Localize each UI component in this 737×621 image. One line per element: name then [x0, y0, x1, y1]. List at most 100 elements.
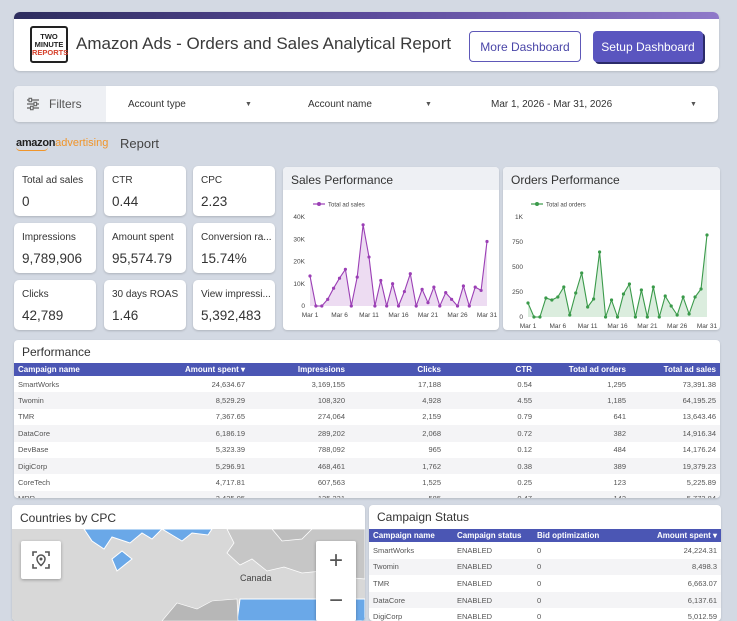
data-point [355, 275, 359, 279]
column-header[interactable]: Bid optimization [533, 529, 623, 542]
table-cell: 389 [536, 457, 630, 475]
table-cell: 125,231 [249, 490, 349, 498]
table-row[interactable]: SmartWorks 24,634.67 3,169,155 17,188 0.54 1,… [14, 376, 720, 392]
chart-title: Sales Performance [291, 173, 394, 187]
data-point [467, 304, 471, 308]
table-cell: 5,296.91 [134, 457, 249, 475]
table-row[interactable]: CoreTech 4,717.81 607,563 1,525 0.25 123 5,225… [14, 474, 720, 490]
table-cell: DataCore [14, 425, 134, 442]
table-cell: 585 [349, 490, 445, 498]
table-row[interactable]: SmartWorks ENABLED 0 24,224.31 [369, 542, 721, 559]
table-cell: 484 [613, 445, 626, 455]
table-cell: 6,137.61 [623, 591, 721, 609]
zoom-in-button[interactable]: + [328, 547, 343, 574]
table-cell: 0 [537, 578, 542, 588]
zoom-controls: + − [316, 541, 356, 621]
table-cell: 607,563 [317, 478, 345, 488]
data-point [432, 285, 436, 289]
section-title: Countries by CPC [20, 511, 117, 525]
table-cell: 641 [613, 412, 626, 422]
table-cell: 0.72 [445, 425, 536, 442]
table-cell: 7,367.65 [215, 412, 245, 422]
table-cell: 0.25 [517, 478, 532, 488]
table-row[interactable]: TMR ENABLED 0 6,663.07 [369, 575, 721, 592]
data-point [603, 315, 608, 319]
account-type-label: Account type [128, 98, 186, 110]
orders-line-chart: Total ad orders 1K 750 500 250 0 Mar 1 Mar 6 Mar… [512, 202, 717, 330]
countries-map[interactable]: Canada + − [12, 529, 365, 621]
filters-toggle[interactable]: Filters [14, 86, 106, 122]
data-point [681, 295, 685, 299]
setup-dashboard-button[interactable]: Setup Dashboard [593, 31, 703, 62]
report-header: TWO MINUTE REPORTS Amazon Ads - Orders a… [14, 12, 719, 71]
date-range-dropdown[interactable]: Mar 1, 2026 - Mar 31, 2026 ▼ [491, 86, 697, 122]
legend-marker [535, 202, 539, 206]
chevron-down-icon: ▼ [425, 100, 432, 108]
account-type-dropdown[interactable]: Account type ▼ [128, 86, 252, 122]
kpi-amount-spent: Amount spent 95,574.79 [104, 223, 186, 273]
more-dashboard-button[interactable]: More Dashboard [469, 31, 581, 62]
data-point [580, 271, 584, 275]
column-header[interactable]: CTR [445, 363, 536, 376]
x-tick-label: Mar 6 [550, 323, 567, 330]
account-name-label: Account name [308, 98, 372, 110]
x-tick-label: Mar 1 [520, 323, 537, 330]
table-cell: 788,092 [317, 445, 345, 455]
map-label: Canada [240, 573, 272, 583]
x-tick-label: Mar 16 [388, 312, 409, 319]
table-row[interactable]: Twomin 8,529.29 108,320 4,928 4.55 1,185 64,19… [14, 392, 720, 409]
table-cell: 2,068 [349, 425, 445, 442]
data-point [391, 282, 395, 286]
table-cell: 382 [536, 425, 630, 442]
amazon-advertising-logo: amazonadvertising [16, 137, 109, 149]
x-tick-label: Mar 11 [578, 323, 598, 330]
column-header[interactable]: Campaign name [369, 529, 453, 542]
column-header[interactable]: Campaign name [14, 363, 134, 376]
column-header[interactable]: Total ad orders [536, 363, 630, 376]
column-header[interactable]: Amount spent ▾ [134, 363, 249, 376]
table-cell: 965 [428, 445, 441, 455]
account-name-dropdown[interactable]: Account name ▼ [308, 86, 432, 122]
table-row[interactable]: MRR3,425.05125,2315850.471425,773.84 [14, 490, 720, 498]
kpi-30-days-roas: 30 days ROAS 1.46 [104, 280, 186, 330]
table-cell: DevBase [18, 445, 49, 455]
table-cell: SmartWorks [373, 545, 415, 555]
table-cell: 24,224.31 [683, 545, 717, 555]
legend-label: Total ad orders [546, 203, 586, 209]
section-title: Performance [22, 345, 91, 359]
filter-bar: Filters Account type ▼ Account name ▼ Ma… [14, 86, 718, 122]
table-cell: ENABLED [457, 545, 493, 555]
data-point [385, 304, 389, 308]
table-row[interactable]: DigiCorp ENABLED 0 5,012.59 [369, 608, 721, 621]
table-cell: 468,461 [249, 457, 349, 475]
zoom-out-button[interactable]: − [328, 587, 343, 614]
data-point [461, 284, 465, 288]
kpi-impressions: Impressions 9,789,906 [14, 223, 96, 273]
table-row[interactable]: DataCore ENABLED 0 6,137.61 [369, 591, 721, 609]
data-point [669, 304, 673, 308]
table-row[interactable]: DigiCorp 5,296.91 468,461 1,762 0.38 389 19,37… [14, 457, 720, 475]
column-header[interactable]: Clicks [349, 363, 445, 376]
page-title: Amazon Ads - Orders and Sales Analytical… [76, 34, 452, 53]
table-row[interactable]: DataCore 6,186.19 289,202 2,068 0.72 382 14,91… [14, 425, 720, 442]
kpi-conversion-rate: Conversion ra... 15.74% [193, 223, 275, 273]
table-row[interactable]: Twomin ENABLED 0 8,498.3 [369, 558, 721, 576]
column-header[interactable]: Amount spent ▾ [623, 529, 721, 542]
data-point [657, 315, 661, 319]
column-header[interactable]: Total ad sales [630, 363, 720, 376]
column-header[interactable]: Campaign status [453, 529, 533, 542]
data-point [532, 315, 536, 319]
table-cell: 73,391.38 [682, 379, 716, 389]
table-cell: 1,185 [536, 392, 630, 409]
data-point [592, 297, 596, 301]
locate-me-button[interactable] [21, 541, 61, 579]
table-cell: DigiCorp [14, 457, 134, 475]
table-cell: ENABLED [457, 578, 493, 588]
table-row[interactable]: DevBase 5,323.39 788,092 965 0.12 484 14,176.2… [14, 442, 720, 458]
column-header[interactable]: Impressions [249, 363, 349, 376]
table-cell: 108,320 [249, 392, 349, 409]
table-row[interactable]: TMR 7,367.65 274,064 2,159 0.79 641 13,643.46 [14, 409, 720, 425]
kpi-cpc: CPC 2.23 [193, 166, 275, 216]
data-point [314, 304, 318, 308]
data-point [639, 288, 643, 292]
